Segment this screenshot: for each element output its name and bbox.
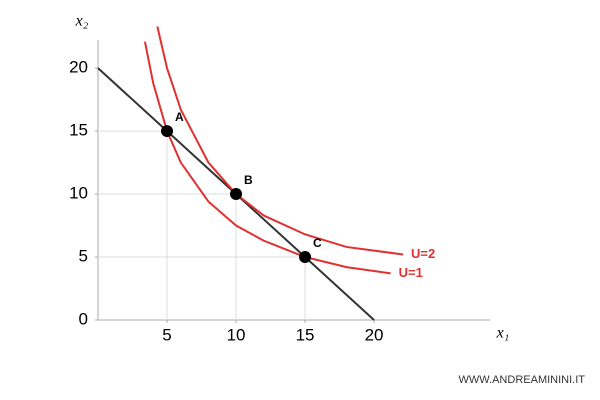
y-tick-label: 5: [79, 247, 88, 266]
x-tick-label: 5: [162, 325, 171, 344]
point-label: A: [175, 110, 184, 124]
x-tick-label: 10: [227, 325, 246, 344]
series-label: U=1: [399, 265, 423, 280]
y-tick-label: 0: [79, 309, 88, 328]
x-tick-label: 20: [365, 325, 384, 344]
y-tick-label: 10: [69, 184, 88, 203]
series-line: [143, 41, 391, 275]
x-axis-label: x₁: [496, 325, 510, 342]
y-axis-label: x₂: [75, 13, 89, 30]
point: [161, 125, 174, 138]
point: [299, 251, 312, 264]
series-label: U=2: [411, 246, 435, 261]
x-tick-label: 15: [296, 325, 315, 344]
watermark: WWW.ANDREAMININI.IT: [459, 374, 586, 386]
point-label: C: [313, 236, 322, 250]
y-tick-label: 20: [69, 58, 88, 77]
series-line: [156, 26, 404, 256]
point: [230, 188, 243, 201]
point-label: B: [244, 173, 253, 187]
y-tick-label: 15: [69, 121, 88, 140]
